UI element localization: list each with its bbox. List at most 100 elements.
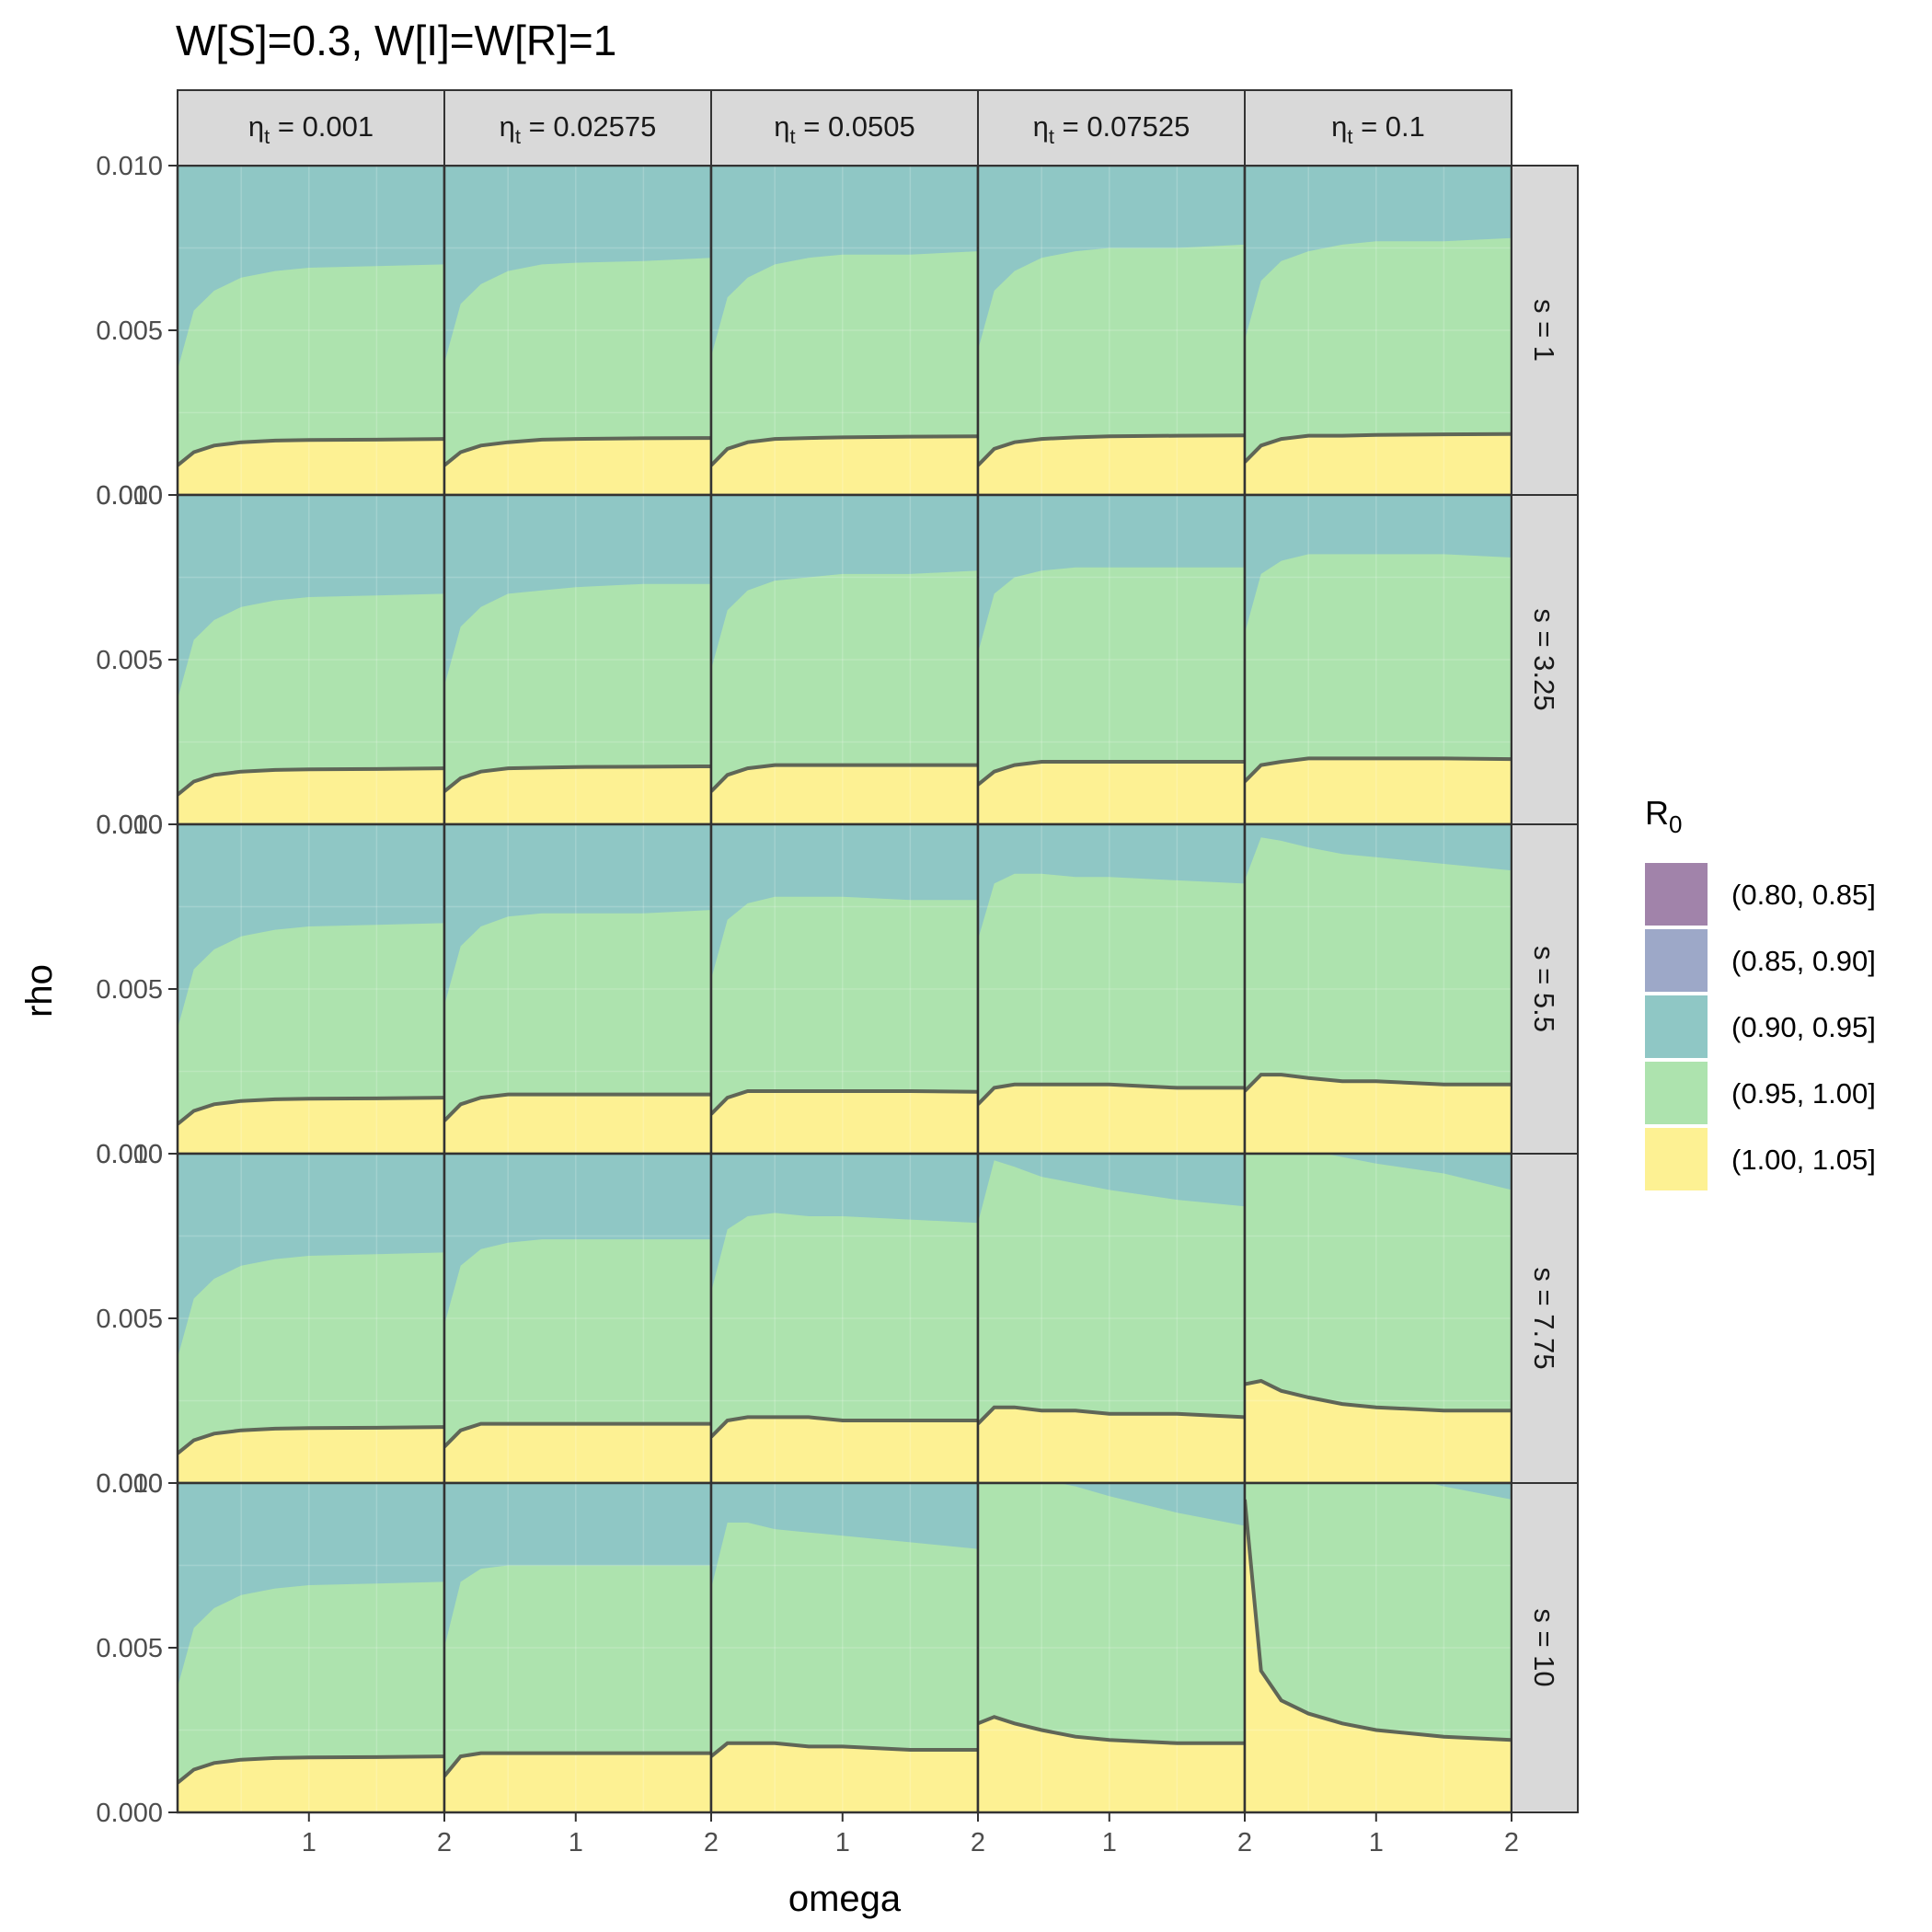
row-strip-label: s = 5.5 (1528, 946, 1560, 1032)
x-tick-label: 1 (569, 1828, 583, 1857)
facet-panel (711, 1483, 978, 1812)
band-095-100 (178, 264, 444, 495)
band-100-105 (1245, 1381, 1512, 1483)
y-axis: 0.0000.0050.0100.0000.0050.0100.0000.005… (96, 152, 178, 1828)
band-100-105 (711, 765, 978, 824)
column-strip (1244, 89, 1512, 167)
band-100-105 (978, 1717, 1245, 1812)
facet-panel (978, 824, 1245, 1154)
y-tick-label: 0.010 (96, 481, 163, 511)
legend-label: (0.90, 0.95] (1731, 1011, 1876, 1043)
column-strip-label: ηt = 0.001 (248, 110, 374, 148)
r0-boundary-line (444, 1751, 711, 1777)
column-strip (443, 89, 712, 167)
r0-boundary-line (444, 765, 711, 793)
row-strip (1511, 494, 1579, 825)
band-100-105 (444, 1094, 711, 1154)
legend-key (1645, 995, 1708, 1058)
facet-panel (711, 824, 978, 1154)
x-tick-label: 2 (437, 1828, 452, 1857)
y-tick-label: 0.000 (96, 481, 163, 511)
band-100-105 (178, 439, 444, 495)
r0-boundary-line (178, 1096, 444, 1126)
r0-boundary-line (1245, 431, 1512, 464)
x-tick-label: 2 (1504, 1828, 1519, 1857)
r0-boundary-line (178, 1754, 444, 1785)
x-tick-label: 2 (1237, 1828, 1252, 1857)
facet-panel (444, 1154, 711, 1483)
band-100-105 (444, 438, 711, 495)
facet-panel (444, 166, 711, 495)
facet-panel (978, 1483, 1245, 1812)
y-tick-label: 0.010 (96, 811, 163, 840)
legend-label: (0.95, 1.00] (1731, 1077, 1876, 1110)
facet-panel (178, 1154, 444, 1483)
band-095-100 (178, 593, 444, 824)
band-095-100 (178, 1252, 444, 1483)
r0-boundary-line (1245, 1378, 1512, 1413)
y-axis-title: rho (19, 964, 60, 1018)
r0-boundary-line (978, 1405, 1245, 1426)
band-095-100 (444, 258, 711, 495)
facet-panel (978, 166, 1245, 495)
y-tick-label: 0.005 (96, 316, 163, 346)
band-100-105 (178, 768, 444, 824)
band-100-105 (444, 1423, 711, 1483)
band-100-105 (978, 435, 1245, 495)
column-strip-label: ηt = 0.02575 (500, 110, 657, 148)
column-strip (710, 89, 979, 167)
band-100-105 (1245, 1075, 1512, 1154)
facet-panel (178, 495, 444, 824)
legend-key (1645, 863, 1708, 926)
facet-panel (711, 166, 978, 495)
facet-panel (178, 166, 444, 495)
facet-panels (176, 164, 1513, 1814)
band-100-105 (711, 436, 978, 495)
band-100-105 (711, 1742, 978, 1812)
band-100-105 (978, 1084, 1245, 1154)
band-095-100 (444, 583, 711, 824)
x-tick-label: 1 (302, 1828, 316, 1857)
band-095-100 (711, 570, 978, 824)
column-strip (177, 89, 445, 167)
band-100-105 (1245, 758, 1512, 824)
x-tick-label: 1 (1369, 1828, 1384, 1857)
column-strips: ηt = 0.001 ηt = 0.02575 ηt = 0.0505 ηt = 0.… (177, 89, 1512, 167)
r0-boundary-line (1245, 756, 1512, 783)
legend-key (1645, 1128, 1708, 1190)
band-095-100 (1245, 837, 1512, 1154)
y-tick-label: 0.005 (96, 975, 163, 1005)
legend: R0 (0.80, 0.85] (0.85, 0.90] (0.90, 0.95] (… (1645, 794, 1876, 1190)
y-tick-label: 0.000 (96, 1140, 163, 1169)
r0-boundary-line (178, 766, 444, 797)
r0-boundary-line (978, 1082, 1245, 1106)
row-strip (1511, 1482, 1579, 1813)
row-strip-label: s = 1 (1528, 299, 1560, 362)
r0-boundary-line (978, 760, 1245, 787)
band-095-100 (978, 1160, 1245, 1483)
x-axis: 1 2 1 2 1 2 1 2 1 2 (302, 1812, 1519, 1857)
x-axis-title: omega (788, 1879, 902, 1919)
y-tick-label: 0.005 (96, 646, 163, 675)
row-strip-label: s = 10 (1528, 1608, 1560, 1686)
column-strip-label: ηt = 0.1 (1331, 110, 1425, 148)
facet-panel (444, 824, 711, 1154)
facet-panel (178, 824, 444, 1154)
row-strip-label: s = 3.25 (1528, 608, 1560, 710)
legend-key (1645, 929, 1708, 992)
facet-panel (178, 1483, 444, 1812)
y-tick-label: 0.005 (96, 1634, 163, 1663)
band-095-100 (711, 251, 978, 495)
band-095-100 (178, 1581, 444, 1812)
r0-boundary-line (444, 1421, 711, 1449)
facet-panel (978, 495, 1245, 824)
band-100-105 (178, 1098, 444, 1154)
band-100-105 (178, 1756, 444, 1812)
r0-boundary-line (978, 1715, 1245, 1745)
r0-boundary-line (1245, 1073, 1512, 1093)
r0-boundary-line (1245, 1499, 1512, 1742)
r0-boundary-line (978, 433, 1245, 467)
legend-label: (1.00, 1.05] (1731, 1144, 1876, 1176)
r0-boundary-line (711, 434, 978, 467)
